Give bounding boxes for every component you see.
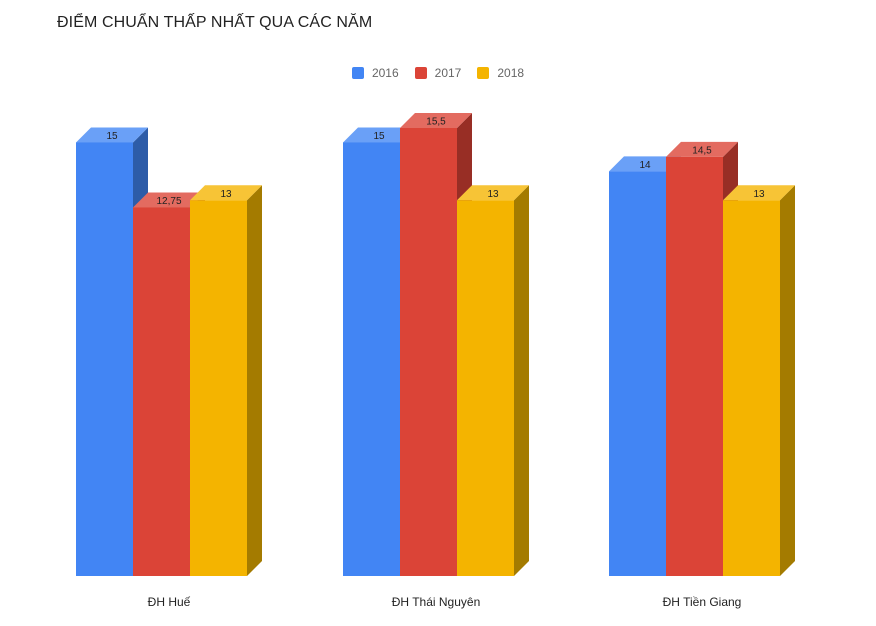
bar-group-dh-tien-giang: 14 14,5 13 — [609, 141, 795, 577]
bar-group-dh-hue: 15 12,75 13 — [76, 127, 262, 577]
data-label-dh-thai-nguyen-2016: 15 — [373, 131, 385, 142]
legend-swatch-2017 — [414, 67, 427, 79]
data-label-dh-tien-giang-2016: 14 — [639, 160, 651, 171]
category-label-dh-tien-giang: ĐH Tiền Giang — [663, 595, 742, 609]
bar-side-dh-tien-giang-2018 — [780, 185, 795, 577]
legend-swatch-2018 — [477, 67, 490, 79]
data-label-dh-thai-nguyen-2018: 13 — [487, 189, 499, 200]
chart-title: ĐIỂM CHUẨN THẤP NHẤT QUA CÁC NĂM — [57, 14, 373, 31]
legend[interactable]: 2016 2017 2018 — [0, 66, 876, 80]
bar-dh-thai-nguyen-2018 — [457, 200, 514, 577]
bar-top-dh-thai-nguyen-2016 — [343, 127, 415, 143]
bar-top-dh-thai-nguyen-2017 — [400, 113, 472, 128]
legend-item-2017[interactable]: 2017 — [414, 66, 462, 80]
data-label-dh-hue-2018: 13 — [220, 189, 232, 200]
legend-label-2018: 2018 — [497, 66, 525, 80]
legend-label-2017: 2017 — [434, 66, 462, 80]
bar-dh-tien-giang-2016 — [609, 171, 666, 576]
legend-label-2016: 2016 — [371, 66, 399, 80]
bar-top-dh-tien-giang-2017 — [666, 141, 738, 157]
bar-dh-hue-2016 — [76, 142, 133, 577]
category-label-dh-hue: ĐH Huế — [148, 595, 191, 609]
data-label-dh-hue-2017: 12,75 — [156, 196, 181, 207]
bar-side-dh-thai-nguyen-2018 — [514, 185, 529, 577]
legend-swatch-2016 — [351, 67, 364, 79]
bar-dh-hue-2018 — [190, 200, 247, 577]
bar-top-dh-tien-giang-2018 — [723, 185, 795, 201]
bar-top-dh-hue-2018 — [190, 185, 262, 201]
data-label-dh-tien-giang-2017: 14,5 — [692, 145, 712, 156]
bar-dh-tien-giang-2018 — [723, 200, 780, 577]
bar-top-dh-hue-2016 — [76, 127, 148, 143]
legend-item-2018[interactable]: 2018 — [477, 66, 524, 80]
data-label-dh-hue-2016: 15 — [106, 131, 118, 142]
data-label-dh-thai-nguyen-2017: 15,5 — [426, 117, 446, 128]
bar-group-dh-thai-nguyen: 15 15,5 13 — [343, 113, 529, 577]
bar-dh-thai-nguyen-2016 — [343, 142, 400, 577]
bar-top-dh-tien-giang-2016 — [609, 156, 681, 172]
bar-side-dh-hue-2018 — [247, 185, 262, 577]
bar-dh-thai-nguyen-2017 — [400, 128, 457, 576]
bar-top-dh-hue-2017 — [133, 192, 205, 208]
bar-dh-tien-giang-2017 — [666, 156, 723, 576]
bar-dh-hue-2017 — [133, 207, 190, 576]
legend-item-2016[interactable]: 2016 — [351, 66, 399, 80]
data-label-dh-tien-giang-2018: 13 — [753, 189, 765, 200]
bar-top-dh-thai-nguyen-2018 — [457, 185, 529, 201]
category-label-dh-thai-nguyen: ĐH Thái Nguyên — [392, 595, 481, 609]
